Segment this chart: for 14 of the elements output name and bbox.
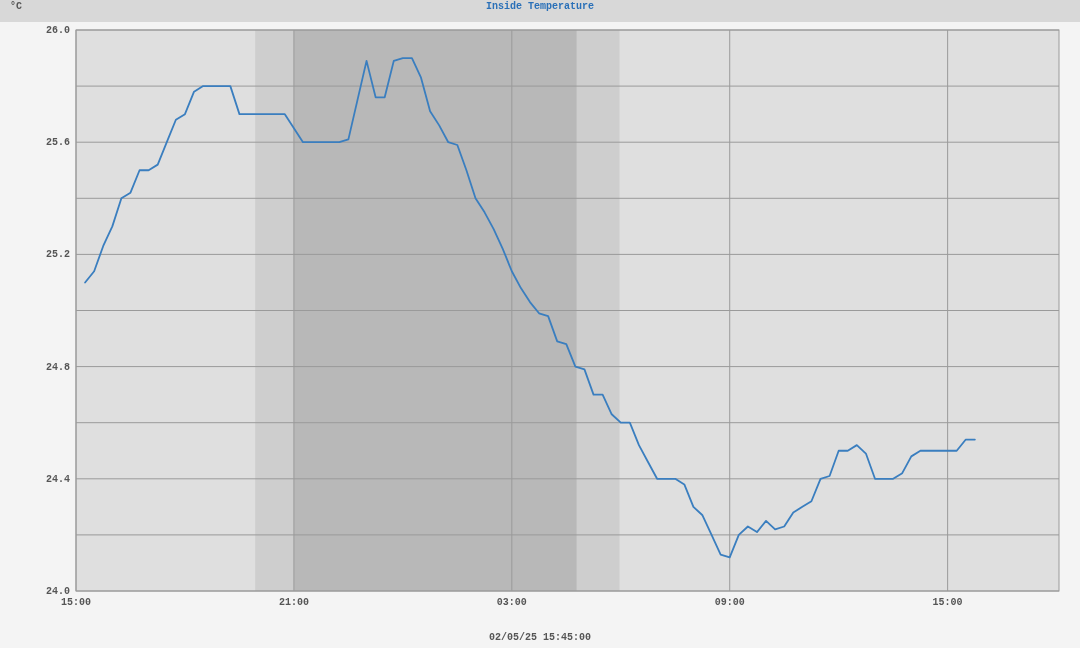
text: 02/05/25 15:45:00 [488, 632, 592, 643]
y-tick-label: 26.0 [45, 25, 70, 36]
x-tick-label: 09:00 [714, 597, 745, 608]
y-axis-title: °C [10, 1, 23, 12]
y-tick-label: 24.8 [45, 361, 70, 373]
y-tick-label: 24.4 [45, 473, 70, 485]
x-tick-label: 03:00 [496, 597, 527, 608]
y-tick-label: 25.2 [45, 249, 70, 261]
x-tick-label: 21:00 [278, 597, 309, 608]
x-tick-label: 15:00 [60, 597, 92, 608]
y-tick-label: 24.0 [45, 586, 70, 597]
chart-title: Inside Temperature [485, 1, 595, 12]
y-tick-label: 25.6 [45, 137, 70, 149]
x-tick-label: 15:00 [932, 597, 963, 608]
